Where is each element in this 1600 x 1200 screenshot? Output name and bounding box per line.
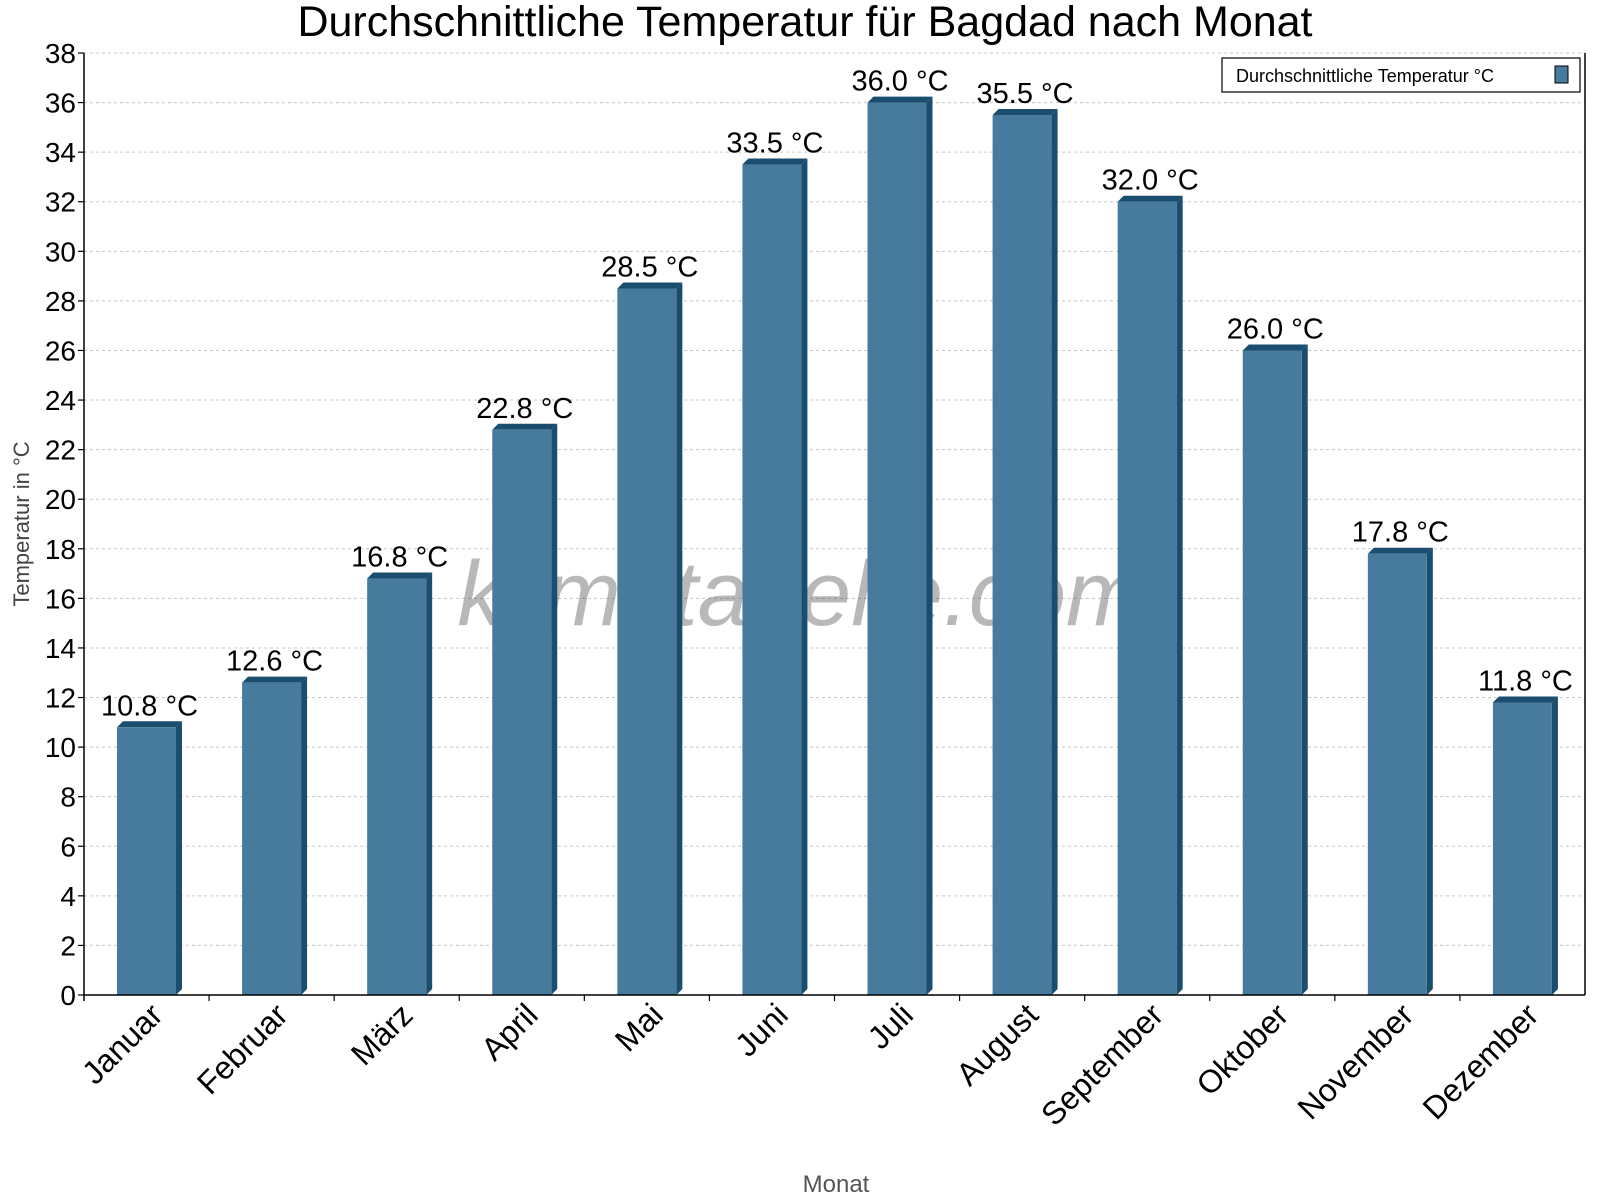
bar (492, 429, 552, 995)
bar-side (1426, 547, 1433, 995)
bar-top (867, 96, 933, 103)
bar-top (992, 108, 1058, 115)
bar-top (1492, 696, 1558, 703)
data-label: 10.8 °C (101, 690, 198, 722)
y-tick-label: 34 (45, 137, 76, 168)
bar-side (926, 96, 933, 995)
y-tick-label: 28 (45, 286, 76, 317)
bar-top (1242, 344, 1308, 351)
bar (1117, 201, 1177, 996)
data-label: 26.0 °C (1227, 313, 1324, 345)
y-tick-label: 22 (45, 435, 76, 466)
y-tick-label: 2 (60, 930, 76, 961)
bar (617, 288, 677, 995)
bar-top (367, 572, 433, 579)
bar (867, 102, 927, 995)
x-axis-title: Monat (803, 1171, 870, 1198)
y-tick-label: 36 (45, 88, 76, 119)
x-tick-label: Dezember (1416, 996, 1546, 1126)
y-tick-label: 26 (45, 335, 76, 366)
bar-side (176, 721, 182, 995)
legend: Durchschnittliche Temperatur °C (1221, 57, 1581, 93)
bar-side (551, 423, 558, 995)
y-tick-label: 4 (60, 881, 76, 912)
bar (1242, 350, 1302, 995)
x-tick-label: März (344, 996, 420, 1072)
bar-top (242, 676, 308, 683)
x-tick-label: Juli (861, 996, 920, 1055)
data-label: 33.5 °C (726, 128, 823, 160)
bar-side (1301, 344, 1308, 995)
y-tick-label: 0 (60, 980, 76, 1011)
bar-top (1367, 547, 1433, 554)
data-label: 11.8 °C (1478, 665, 1573, 697)
y-tick-label: 18 (45, 534, 76, 565)
y-tick-label: 38 (45, 38, 76, 69)
legend-label: Durchschnittliche Temperatur °C (1236, 66, 1494, 86)
bar-side (1176, 195, 1183, 996)
bar (742, 164, 802, 996)
bar (242, 682, 302, 995)
x-tick-label: April (474, 996, 545, 1067)
y-tick-label: 30 (45, 236, 76, 267)
y-tick-label: 16 (45, 583, 76, 614)
x-tick-label: Mai (608, 996, 670, 1058)
y-tick-label: 6 (60, 831, 76, 862)
bar-top (117, 721, 182, 728)
y-tick-label: 14 (45, 633, 76, 664)
y-tick-label: 20 (45, 484, 76, 515)
data-label: 16.8 °C (351, 542, 448, 574)
bar-side (426, 572, 433, 995)
y-tick-label: 10 (45, 732, 76, 763)
x-tick-label: Januar (75, 996, 170, 1091)
data-label: 17.8 °C (1352, 517, 1449, 549)
data-label: 12.6 °C (226, 646, 323, 678)
bar (1367, 553, 1427, 995)
bar-top (1117, 195, 1183, 202)
x-tick-label: November (1290, 996, 1420, 1126)
data-label: 36.0 °C (851, 66, 948, 98)
y-tick-label: 24 (45, 385, 76, 416)
legend-box (1221, 57, 1581, 93)
y-tick-label: 8 (60, 782, 76, 813)
data-label: 35.5 °C (977, 78, 1074, 110)
y-tick-label: 12 (45, 683, 76, 714)
bar-top (742, 158, 808, 165)
bar (367, 578, 427, 995)
bar (1492, 702, 1552, 995)
x-tick-label: Februar (190, 996, 295, 1101)
x-tick-label: August (949, 996, 1045, 1092)
bar-side (676, 282, 683, 995)
bar-side (1551, 696, 1558, 995)
bar-side (301, 676, 308, 995)
bar (992, 114, 1052, 995)
bar-side (1051, 108, 1058, 995)
bar-top (492, 423, 558, 430)
x-tick-label: September (1034, 996, 1170, 1132)
y-axis-title: Temperatur in °C (9, 441, 34, 606)
y-tick-label: 32 (45, 187, 76, 218)
chart-title: Durchschnittliche Temperatur für Bagdad … (297, 0, 1312, 46)
data-label: 32.0 °C (1102, 165, 1199, 197)
x-tick-label: Juni (728, 996, 795, 1063)
bar-side (801, 158, 808, 996)
x-tick-label: Oktober (1189, 996, 1295, 1102)
legend-swatch (1554, 65, 1569, 84)
data-label: 22.8 °C (476, 393, 573, 425)
bar (117, 727, 176, 995)
bar-top (617, 282, 683, 289)
data-label: 28.5 °C (601, 252, 698, 284)
